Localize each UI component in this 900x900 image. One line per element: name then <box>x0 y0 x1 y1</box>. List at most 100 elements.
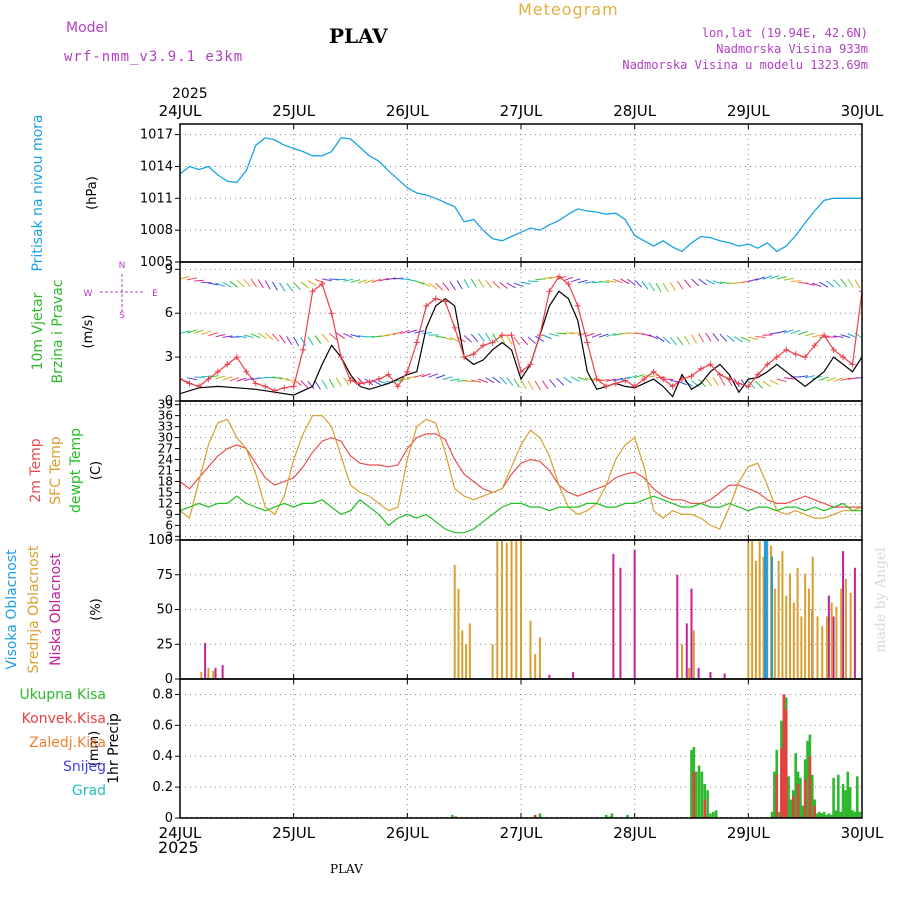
wind-arrow <box>222 335 233 338</box>
wind-arrow <box>336 278 347 281</box>
precip-label: 1hr Precip <box>106 713 122 784</box>
bar-srednja-oblacnost <box>681 644 684 679</box>
wind-arrow <box>769 275 780 280</box>
wind-arrow <box>527 380 534 390</box>
bar-niska-oblacnost <box>204 642 207 679</box>
bar-ukupna-kisa <box>851 810 854 818</box>
bar-ukupna-kisa <box>858 811 861 818</box>
wind-arrow <box>428 282 437 290</box>
x-tick-top: 30JUL <box>841 102 884 120</box>
y-tick-label: 21 <box>158 464 173 478</box>
gust-point <box>764 361 771 368</box>
bar-ukupna-kisa <box>825 814 828 818</box>
x-tick-bottom: 26JUL <box>386 824 429 842</box>
wind-arrow <box>726 334 735 343</box>
low-cloud-label: Niska Oblacnost <box>48 553 64 666</box>
wind-arrow <box>534 335 544 342</box>
gust-point <box>707 361 714 368</box>
bar-ukupna-kisa <box>694 771 698 818</box>
bar-srednja-oblacnost <box>520 540 522 679</box>
wind-arrow <box>201 375 212 378</box>
year-bottom: 2025 <box>158 838 199 857</box>
pressure-label: Pritisak na nivou mora <box>30 114 46 271</box>
bar-ukupna-kisa <box>789 799 793 818</box>
wind-arrow <box>506 282 516 289</box>
wind-arrow <box>279 282 286 292</box>
wind-arrow <box>776 330 787 334</box>
wind-arrow <box>719 281 730 285</box>
wind-arrow <box>385 277 396 281</box>
wind-arrow <box>762 275 773 280</box>
y-tick-label: 6 <box>165 518 173 532</box>
wind-arrow <box>613 278 623 284</box>
wind-arrow <box>861 280 862 282</box>
gust-point <box>811 342 818 349</box>
bar-ukupna-kisa <box>848 787 852 818</box>
bar-srednja-oblacnost <box>844 578 847 679</box>
series-2m-temp <box>180 433 862 508</box>
gust-point <box>404 368 411 375</box>
wind-arrow <box>634 373 645 379</box>
y-tick-label: 18 <box>158 474 173 488</box>
wind-arrow <box>279 334 286 344</box>
wind-arrow <box>691 278 700 287</box>
wind-arrow <box>847 333 857 339</box>
bar-konvek-kisa <box>692 771 696 818</box>
wind-arrow <box>719 333 728 342</box>
wind-arrow <box>457 379 468 382</box>
gust-point <box>641 376 648 383</box>
bar-ukupna-kisa <box>608 816 611 818</box>
bar-ukupna-kisa <box>610 813 614 818</box>
bar-ukupna-kisa <box>770 811 774 818</box>
bar-ukupna-kisa <box>832 777 835 818</box>
wind-arrow <box>577 332 588 336</box>
wind-arrow <box>293 336 300 347</box>
gust-point <box>281 384 288 391</box>
wind-arrow <box>300 281 309 289</box>
bar-ukupna-kisa <box>829 814 833 818</box>
wind-arrow <box>840 278 848 288</box>
precip-legend-item: Zaledj.Kisa <box>29 735 106 751</box>
wind-arrow <box>229 280 239 288</box>
wind-arrow <box>485 332 492 342</box>
wind-arrow <box>286 336 293 346</box>
y-tick-label: 39 <box>158 398 173 412</box>
gust-point <box>735 380 742 387</box>
wind-arrow <box>506 377 514 386</box>
bar-srednja-oblacnost <box>830 602 833 679</box>
bar-srednja-oblacnost <box>453 565 456 679</box>
y-tick-label: 25 <box>156 637 173 652</box>
gust-point <box>622 377 629 384</box>
gust-point <box>366 378 373 385</box>
wind-arrow <box>307 280 317 286</box>
wind-arrow <box>180 275 190 280</box>
y-tick-label: 9 <box>165 262 173 277</box>
wind-arrow <box>598 333 609 338</box>
wind-arrow <box>584 332 595 337</box>
wind-arrow <box>542 276 553 280</box>
wind-arrow <box>243 278 251 288</box>
wind-arrow <box>492 280 501 289</box>
bar-niska-oblacnost <box>842 551 845 679</box>
gust-point <box>631 383 638 390</box>
bar-konvek-kisa <box>454 816 457 818</box>
wind-arrow <box>676 280 684 290</box>
wind-arrow <box>833 279 841 288</box>
wind-arrow <box>357 279 368 284</box>
wind-arrow <box>186 329 197 334</box>
wind-arrow <box>783 377 794 380</box>
wind-arrow <box>314 380 321 390</box>
wind-arrow <box>798 375 809 378</box>
wind-arrow <box>392 330 403 336</box>
gust-point <box>830 346 837 353</box>
y-tick-label: 12 <box>158 496 173 510</box>
wind-arrow <box>478 378 488 383</box>
wind-arrow <box>435 374 446 379</box>
mid-cloud-label: Srednja Oblacnost <box>26 545 42 673</box>
wind-arrow <box>343 332 353 339</box>
wind-arrow <box>819 376 829 381</box>
wind-arrow <box>492 376 501 384</box>
gust-point <box>205 376 212 383</box>
wind-arrow <box>669 281 676 292</box>
series-sfc-temp <box>180 415 862 530</box>
